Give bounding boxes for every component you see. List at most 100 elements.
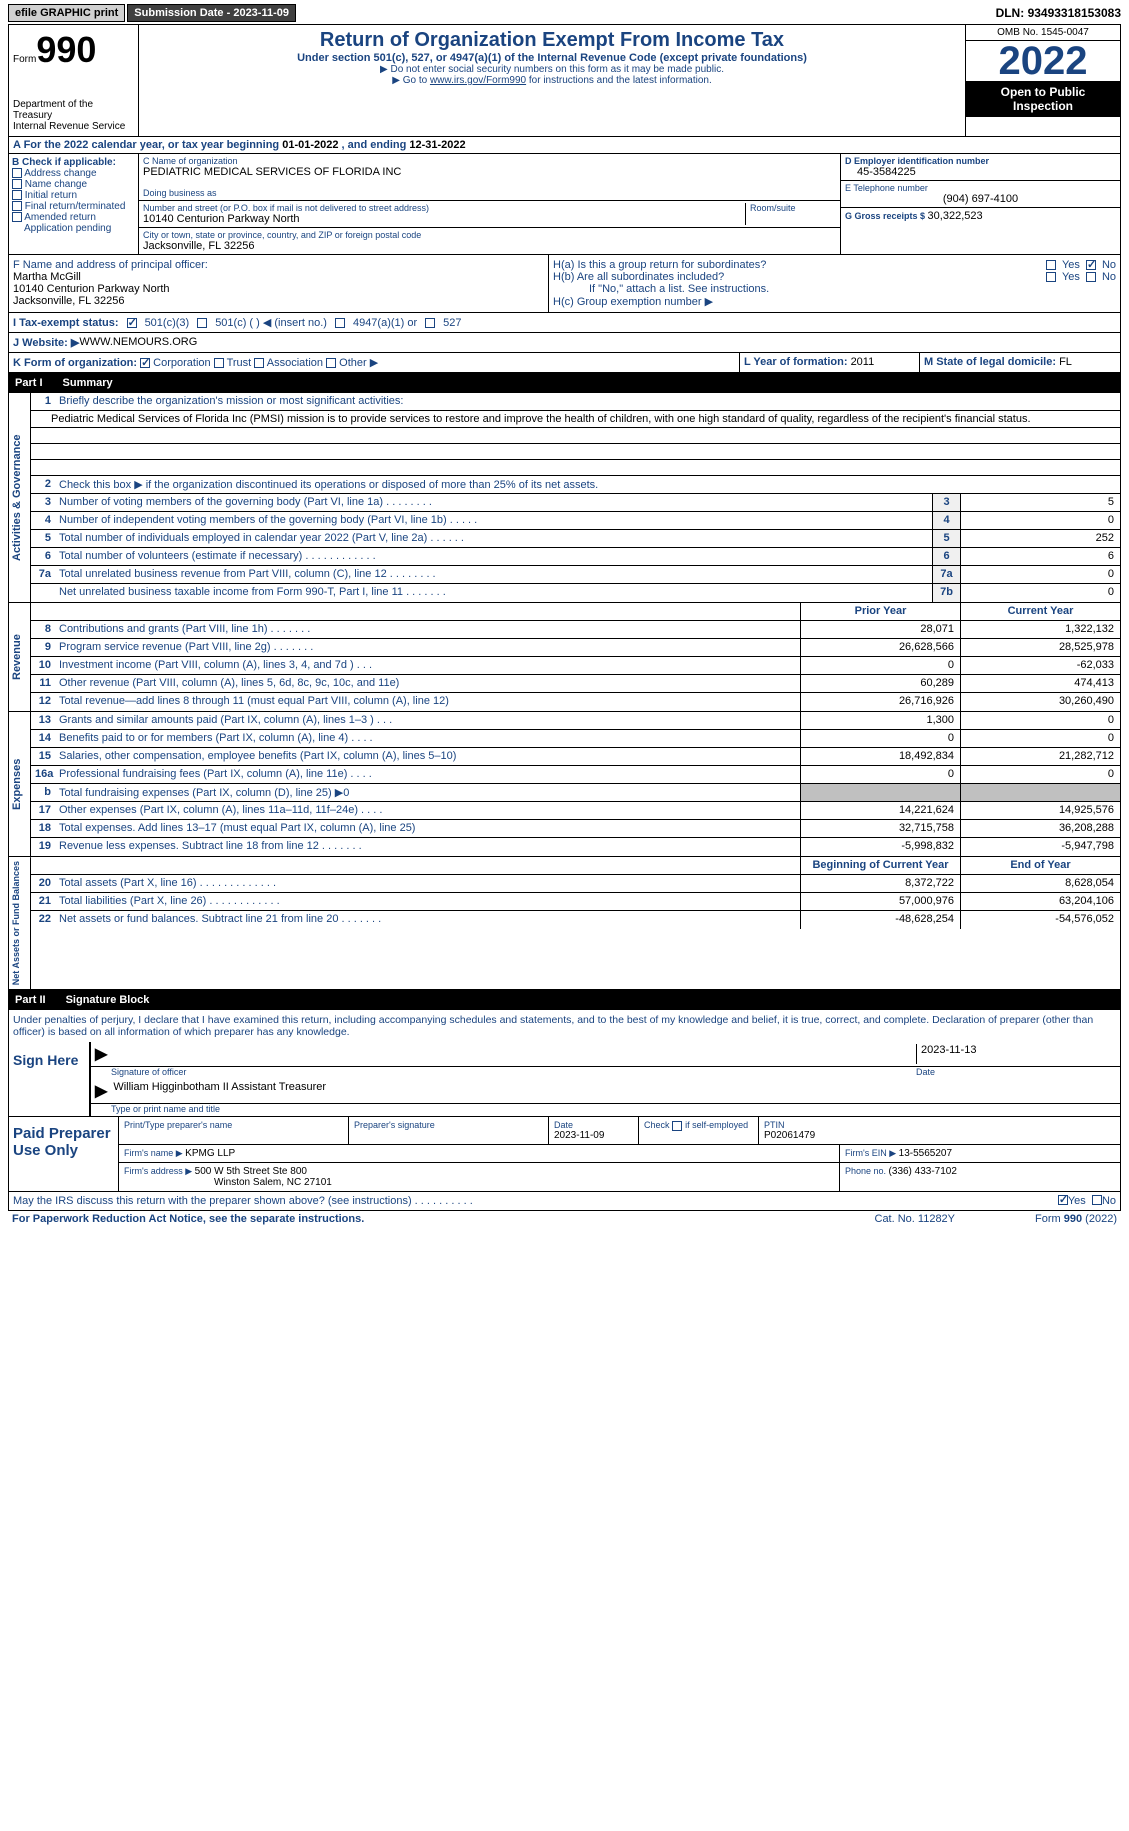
- tax-exempt-label: I Tax-exempt status:: [13, 317, 119, 329]
- arrow-icon-2: ▶: [95, 1081, 107, 1101]
- firm-name: KPMG LLP: [185, 1148, 235, 1159]
- sig-officer-label: Signature of officer: [111, 1067, 916, 1077]
- street-label: Number and street (or P.O. box if mail i…: [143, 203, 745, 213]
- net-assets-section: Net Assets or Fund Balances Beginning of…: [8, 857, 1121, 990]
- officer-label: F Name and address of principal officer:: [13, 259, 544, 271]
- signature-block: Under penalties of perjury, I declare th…: [8, 1010, 1121, 1117]
- cb-hb-no[interactable]: [1086, 272, 1096, 282]
- room-label: Room/suite: [750, 203, 836, 213]
- cb-address-change[interactable]: [12, 168, 22, 178]
- cb-corporation[interactable]: [140, 358, 150, 368]
- ha-label: H(a) Is this a group return for subordin…: [553, 259, 1040, 271]
- form-footer: Form 990 (2022): [1035, 1213, 1117, 1225]
- sig-date: 2023-11-13: [916, 1044, 1116, 1064]
- firm-addr2: Winston Salem, NC 27101: [124, 1177, 834, 1188]
- header-middle: Return of Organization Exempt From Incom…: [139, 25, 965, 136]
- paperwork: For Paperwork Reduction Act Notice, see …: [12, 1213, 875, 1225]
- part-1-title: Summary: [63, 377, 113, 389]
- cb-name-change[interactable]: [12, 179, 22, 189]
- name-title-label: Type or print name and title: [91, 1104, 1120, 1116]
- street: 10140 Centurion Parkway North: [143, 213, 745, 225]
- hdr-end: End of Year: [960, 857, 1120, 874]
- col-h: H(a) Is this a group return for subordin…: [549, 255, 1120, 312]
- cb-hb-yes[interactable]: [1046, 272, 1056, 282]
- cb-discuss-yes[interactable]: [1058, 1195, 1068, 1205]
- cat-no: Cat. No. 11282Y: [875, 1213, 956, 1225]
- lbl-initial-return: Initial return: [25, 190, 77, 201]
- discuss-no: No: [1102, 1195, 1116, 1207]
- ha-yes: Yes: [1062, 259, 1080, 271]
- dba-label: Doing business as: [143, 188, 836, 198]
- dln: DLN: 93493318153083: [996, 6, 1121, 20]
- prep-title: Paid Preparer Use Only: [9, 1117, 119, 1191]
- city-label: City or town, state or province, country…: [143, 230, 836, 240]
- cb-self-employed[interactable]: [672, 1121, 682, 1131]
- submission-date-btn[interactable]: Submission Date - 2023-11-09: [127, 4, 296, 22]
- cb-trust[interactable]: [214, 358, 224, 368]
- col-b: B Check if applicable: Address change Na…: [9, 154, 139, 254]
- firm-ein: 13-5565207: [899, 1148, 952, 1159]
- cb-final-return[interactable]: [12, 201, 22, 211]
- department: Department of the Treasury Internal Reve…: [13, 99, 134, 132]
- paid-preparer: Paid Preparer Use Only Print/Type prepar…: [8, 1117, 1121, 1192]
- col-b-label: B Check if applicable:: [12, 157, 135, 168]
- prep-sig-label: Preparer's signature: [354, 1120, 543, 1130]
- cb-4947[interactable]: [335, 318, 345, 328]
- submission-date: 2023-11-09: [233, 7, 289, 19]
- bottom-line: For Paperwork Reduction Act Notice, see …: [8, 1211, 1121, 1227]
- firm-addr1: 500 W 5th Street Ste 800: [195, 1166, 307, 1177]
- cb-527[interactable]: [425, 318, 435, 328]
- col-c: C Name of organization PEDIATRIC MEDICAL…: [139, 154, 840, 254]
- lbl-association: Association: [267, 357, 323, 369]
- revenue-section: Revenue Prior YearCurrent Year 8Contribu…: [8, 603, 1121, 712]
- website: WWW.NEMOURS.ORG: [79, 336, 197, 349]
- year-footer: 2022: [1089, 1213, 1113, 1225]
- firm-ein-label: Firm's EIN ▶: [845, 1148, 899, 1158]
- part-2-num: Part II: [15, 994, 46, 1006]
- title: Return of Organization Exempt From Incom…: [143, 29, 961, 52]
- cb-501c3[interactable]: [127, 318, 137, 328]
- prep-date: 2023-11-09: [554, 1130, 633, 1141]
- ptin-label: PTIN: [764, 1120, 1115, 1130]
- irs-link[interactable]: www.irs.gov/Form990: [430, 75, 526, 86]
- efile-print-btn[interactable]: efile GRAPHIC print: [8, 4, 125, 22]
- cb-other[interactable]: [326, 358, 336, 368]
- expenses-section: Expenses 13Grants and similar amounts pa…: [8, 712, 1121, 857]
- year-end: 12-31-2022: [409, 139, 465, 151]
- prep-date-label: Date: [554, 1120, 633, 1130]
- declaration: Under penalties of perjury, I declare th…: [9, 1010, 1120, 1042]
- cb-501c[interactable]: [197, 318, 207, 328]
- firm-addr-label: Firm's address ▶: [124, 1166, 195, 1176]
- form-number: 990: [36, 29, 96, 70]
- tel: (904) 697-4100: [845, 193, 1116, 205]
- q1: Briefly describe the organization's miss…: [55, 393, 1120, 410]
- lbl-501c: 501(c) ( ) ◀ (insert no.): [215, 316, 327, 329]
- lbl-trust: Trust: [227, 357, 252, 369]
- hb-no: No: [1102, 271, 1116, 283]
- part-2-header: Part II Signature Block: [8, 990, 1121, 1010]
- row-j: J Website: ▶ WWW.NEMOURS.ORG: [8, 333, 1121, 353]
- section-a-text-b: , and ending: [338, 139, 409, 151]
- row-bcd: B Check if applicable: Address change Na…: [8, 154, 1121, 255]
- cb-discuss-no[interactable]: [1092, 1195, 1102, 1205]
- hb-label: H(b) Are all subordinates included?: [553, 271, 1040, 283]
- cb-amended-return[interactable]: [12, 212, 22, 222]
- cb-initial-return[interactable]: [12, 190, 22, 200]
- col-d: D Employer identification number 45-3584…: [840, 154, 1120, 254]
- subtitle: Under section 501(c), 527, or 4947(a)(1)…: [143, 52, 961, 64]
- cb-ha-no[interactable]: [1086, 260, 1096, 270]
- q2: Check this box ▶ if the organization dis…: [55, 476, 1120, 493]
- gross-label: G Gross receipts $: [845, 211, 928, 221]
- form-990-page: efile GRAPHIC print Submission Date - 20…: [0, 0, 1129, 1231]
- part-1-num: Part I: [15, 377, 43, 389]
- row-i: I Tax-exempt status: 501(c)(3) 501(c) ( …: [8, 313, 1121, 333]
- phone-label: Phone no.: [845, 1166, 889, 1176]
- state-domicile-label: M State of legal domicile:: [924, 356, 1059, 368]
- discuss-text: May the IRS discuss this return with the…: [13, 1195, 1058, 1207]
- cb-ha-yes[interactable]: [1046, 260, 1056, 270]
- cb-association[interactable]: [254, 358, 264, 368]
- part-2-title: Signature Block: [66, 994, 150, 1006]
- lbl-address-change: Address change: [24, 168, 96, 179]
- lbl-final-return: Final return/terminated: [25, 201, 126, 212]
- lbl-corporation: Corporation: [153, 357, 210, 369]
